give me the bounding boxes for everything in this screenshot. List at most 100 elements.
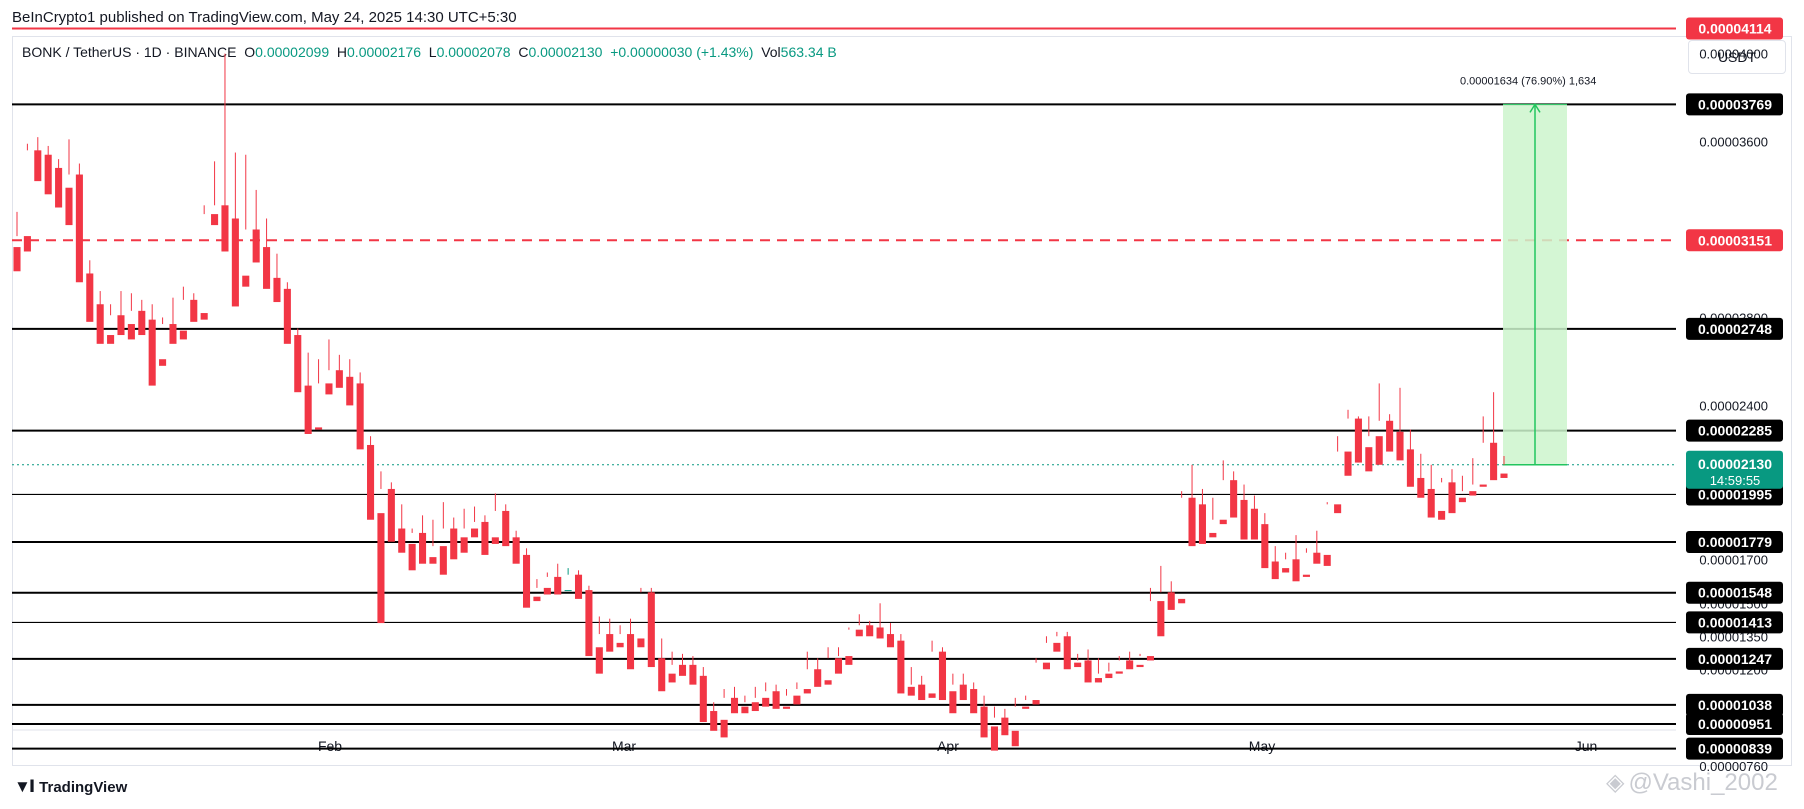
candle-body [897,640,905,694]
candle-body [107,335,115,344]
candle-body [803,689,811,694]
tradingview-logo[interactable]: ▼Ⅰ TradingView [14,777,127,797]
close-label: C [518,44,529,60]
candle-body [252,229,260,263]
candle-body [730,697,739,714]
candle-body [647,592,655,668]
level-badge [1686,317,1783,340]
level-badge [1686,419,1783,442]
candle-body [55,167,63,208]
candle-body [959,684,967,701]
y-tick-label: 0.00003600 [1699,135,1768,150]
low-value: 0.00002078 [436,44,511,60]
candle-body [439,546,447,575]
candle-body [522,554,531,608]
high-label: H [336,44,348,60]
candle-body [1178,598,1186,604]
candle-body [242,275,250,287]
candle-body [824,680,832,685]
candle-body [626,634,635,670]
candle-body [1458,497,1466,503]
x-tick-label: Mar [612,738,636,754]
candle-body [762,697,770,707]
candle-body [533,596,541,602]
level-badge [1686,713,1783,736]
candle-body [1302,574,1310,577]
candle-body [616,642,624,648]
candle-body [304,385,312,434]
watermark-text: @Vashi_2002 [1628,768,1778,796]
x-tick-label: Jun [1575,738,1598,754]
candle-body [928,693,936,698]
candle-body [1396,431,1404,461]
candle-body [585,590,593,657]
candle-body [179,330,187,340]
candle-body [1438,510,1446,520]
measurement-label: 0.00001634 (76.90%) 1,634 [1460,75,1596,87]
candle-body [1105,673,1113,679]
candle-body [159,359,167,366]
level-badge [1686,530,1783,553]
candle-body [1001,717,1009,736]
candle-body [751,702,759,712]
tradingview-icon: ▼Ⅰ [14,777,35,796]
candle-body [211,214,219,226]
candle-body [148,319,156,386]
candle-body [689,664,697,685]
candle-body [1334,504,1342,514]
candle-body [1022,706,1030,709]
candle-body [377,513,385,624]
candle-body [65,187,73,226]
candle-body [554,576,562,595]
candle-body [1219,519,1227,525]
candle-body [1479,484,1487,487]
candle-body [658,658,666,692]
candle-body [34,150,42,182]
level-label: 0.00003769 [1698,96,1772,112]
candle-body [949,691,957,714]
candle-body [1157,601,1165,637]
candle-body [990,726,999,751]
level-label: 0.00001995 [1698,486,1772,502]
candle-body [283,288,291,344]
candle-body [1323,554,1331,566]
candle-body [1344,451,1352,476]
candle-body [574,574,583,599]
candle-body [1042,662,1050,670]
countdown-label: 14:59:55 [1710,473,1761,488]
candle-body [710,711,718,731]
level-badge [1686,693,1783,716]
candle-body [127,324,135,340]
ohlc-legend: BONK / TetherUS · 1D · BINANCE O0.000020… [22,44,837,60]
candle-body [325,383,333,395]
level-badge [1686,647,1783,670]
candle-body [606,634,614,652]
candle-body [1011,730,1019,747]
candle-body [938,651,947,701]
candle-body [75,174,83,283]
symbol-label[interactable]: BONK / TetherUS · 1D · BINANCE [22,44,237,60]
chart-frame [12,36,1792,766]
volume-label: Vol [761,44,781,60]
x-tick-label: Apr [937,738,959,754]
candle-body [980,706,988,738]
candle-body [1094,678,1102,683]
candle-body [1271,561,1279,580]
candle-body [1053,642,1061,652]
currency-button[interactable]: USDT [1688,40,1786,74]
candle-body [502,510,510,547]
candle-body [117,315,125,336]
candle-body [450,528,458,560]
candle-body [471,528,479,538]
candle-body [13,247,21,272]
candle-body [845,656,853,665]
candle-body [419,532,427,564]
level-badge [1686,93,1783,116]
level-label: 0.00003151 [1698,232,1772,248]
candle-body [44,154,52,195]
candle-body [855,629,863,637]
candle-body [1500,473,1508,478]
candle-body [834,658,843,674]
current-price-badge [1686,450,1783,489]
